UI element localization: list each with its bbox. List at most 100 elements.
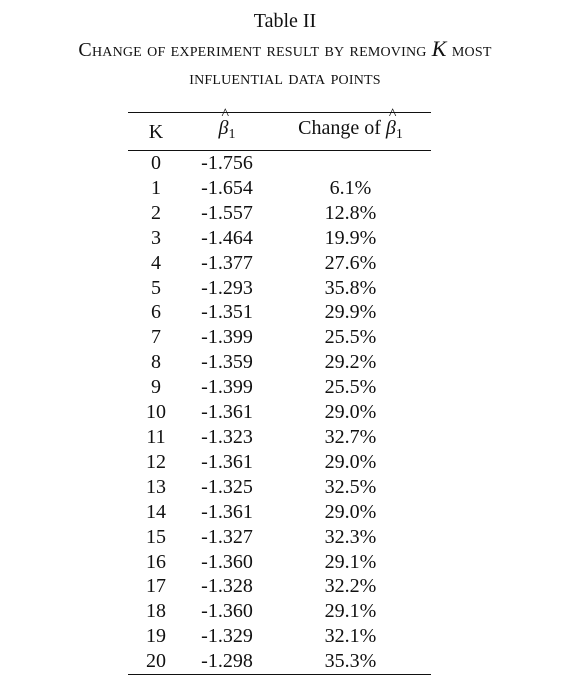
- cell-beta: -1.377: [201, 251, 253, 274]
- cell-change: 29.0%: [324, 500, 377, 523]
- cell-k: 17: [146, 575, 166, 598]
- caption-line-1: Change of experiment result by removing …: [0, 35, 570, 64]
- table-row: 13 -1.325 32.5%: [128, 475, 431, 500]
- cell-beta: -1.328: [201, 575, 253, 598]
- cell-beta: -1.298: [201, 650, 253, 673]
- table-row: 1 -1.654 6.1%: [128, 176, 431, 201]
- cell-k: 19: [146, 625, 166, 648]
- table-row: 4 -1.377 27.6%: [128, 251, 431, 276]
- cell-beta: -1.351: [201, 301, 253, 324]
- cell-beta: -1.399: [201, 376, 253, 399]
- cell-change: 27.6%: [324, 251, 377, 274]
- table-caption: Change of experiment result by removing …: [0, 35, 570, 92]
- table-row: 19 -1.329 32.1%: [128, 624, 431, 649]
- cell-change: 35.3%: [324, 650, 377, 673]
- cell-k: 16: [146, 550, 166, 573]
- cell-k: 4: [151, 251, 161, 274]
- table-row: 9 -1.399 25.5%: [128, 375, 431, 400]
- cell-change: 32.5%: [324, 475, 377, 498]
- table-row: 15 -1.327 32.3%: [128, 525, 431, 550]
- cell-beta: -1.399: [201, 326, 253, 349]
- cell-beta: -1.323: [201, 425, 253, 448]
- cell-change: 32.3%: [324, 525, 377, 548]
- beta-hat-symbol: ^ β1: [218, 106, 236, 150]
- cell-change: 29.0%: [324, 450, 377, 473]
- beta-hat-symbol: ^ β1: [386, 106, 403, 150]
- cell-change: 6.1%: [329, 176, 372, 199]
- cell-k: 3: [151, 226, 161, 249]
- table-row: 17 -1.328 32.2%: [128, 574, 431, 599]
- cell-beta: -1.359: [201, 351, 253, 374]
- header-beta: ^ β1: [184, 106, 270, 151]
- cell-change: 29.2%: [324, 351, 377, 374]
- table-row: 3 -1.464 19.9%: [128, 226, 431, 251]
- cell-k: 0: [151, 152, 161, 174]
- cell-beta: -1.293: [201, 276, 253, 299]
- caption-prefix: Change of experiment result by removing: [78, 39, 427, 61]
- hat-accent: ^: [221, 106, 230, 123]
- cell-beta: -1.329: [201, 625, 253, 648]
- beta-letter: β: [218, 117, 229, 139]
- table-row: 14 -1.361 29.0%: [128, 500, 431, 525]
- cell-change: 25.5%: [324, 376, 377, 399]
- cell-change: 19.9%: [324, 226, 377, 249]
- header-change-prefix: Change of: [298, 117, 381, 139]
- caption-suffix: most: [451, 39, 492, 61]
- cell-beta: -1.327: [201, 525, 253, 548]
- cell-beta: -1.557: [201, 201, 253, 224]
- cell-change: 32.1%: [324, 625, 377, 648]
- cell-change: 12.8%: [324, 201, 377, 224]
- cell-change: 29.1%: [324, 550, 377, 573]
- table-row: 7 -1.399 25.5%: [128, 325, 431, 350]
- table-row: 6 -1.351 29.9%: [128, 300, 431, 325]
- cell-beta: -1.361: [201, 401, 253, 424]
- table-label: Table II: [253, 10, 317, 32]
- caption-k-variable: K: [431, 36, 447, 61]
- cell-change: 29.0%: [324, 401, 377, 424]
- table-row: 18 -1.360 29.1%: [128, 599, 431, 624]
- table-row: 20 -1.298 35.3%: [128, 649, 431, 675]
- cell-beta: -1.360: [201, 550, 253, 573]
- cell-change: 35.8%: [324, 276, 377, 299]
- cell-k: 12: [146, 450, 166, 473]
- cell-change: 29.9%: [324, 301, 377, 324]
- cell-change: [270, 151, 431, 176]
- table-row: 5 -1.293 35.8%: [128, 276, 431, 301]
- cell-beta: -1.361: [201, 450, 253, 473]
- cell-k: 8: [151, 351, 161, 374]
- beta-subscript: 1: [395, 127, 403, 142]
- cell-k: 5: [151, 276, 161, 299]
- cell-change: 25.5%: [324, 326, 377, 349]
- table-row: 10 -1.361 29.0%: [128, 400, 431, 425]
- table-row: 16 -1.360 29.1%: [128, 550, 431, 575]
- table-row: 8 -1.359 29.2%: [128, 350, 431, 375]
- cell-k: 7: [151, 326, 161, 349]
- cell-k: 20: [146, 650, 166, 673]
- cell-beta: -1.654: [201, 176, 253, 199]
- cell-k: 13: [146, 475, 166, 498]
- cell-beta: -1.360: [201, 600, 253, 623]
- cell-change: 32.2%: [324, 575, 377, 598]
- table-row: 0 -1.756: [128, 151, 431, 176]
- header-k: K: [148, 120, 164, 143]
- table-row: 12 -1.361 29.0%: [128, 450, 431, 475]
- header-change: Change of ^ β1: [270, 106, 431, 151]
- cell-k: 9: [151, 376, 161, 399]
- cell-k: 2: [151, 201, 161, 224]
- cell-k: 11: [146, 425, 166, 448]
- cell-change: 32.7%: [324, 425, 377, 448]
- hat-accent: ^: [388, 106, 397, 123]
- cell-k: 15: [146, 525, 166, 548]
- cell-k: 1: [151, 176, 161, 199]
- cell-beta: -1.464: [201, 226, 253, 249]
- cell-k: 10: [146, 401, 166, 424]
- caption-line-2: influential data points: [189, 67, 381, 89]
- cell-beta: -1.361: [201, 500, 253, 523]
- table-body: 0 -1.756 1 -1.654 6.1% 2 -1.557 12.8% 3 -1.464 19.…: [128, 151, 431, 675]
- cell-k: 18: [146, 600, 166, 623]
- cell-change: 29.1%: [324, 600, 377, 623]
- beta-subscript: 1: [228, 127, 236, 142]
- table-row: 2 -1.557 12.8%: [128, 201, 431, 226]
- cell-beta: -1.756: [201, 152, 253, 174]
